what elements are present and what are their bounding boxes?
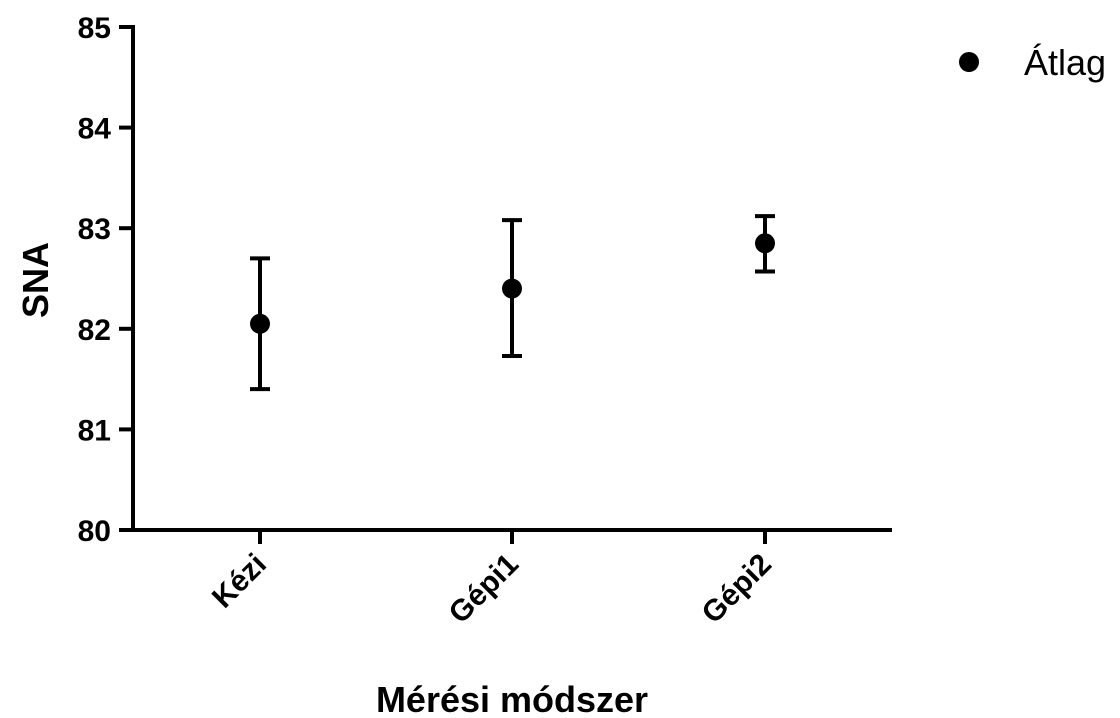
x-tick-label: Gépi2: [696, 548, 778, 630]
y-tick-label: 82: [78, 314, 111, 347]
mean-point: [755, 233, 775, 254]
x-tick-label: Kézi: [206, 548, 273, 615]
y-tick-label: 84: [78, 113, 112, 146]
y-axis-title: SNA: [15, 242, 56, 318]
y-tick-label: 85: [78, 12, 111, 45]
y-tick-label: 83: [78, 213, 111, 246]
x-axis-title: Mérési módszer: [376, 679, 648, 718]
legend-marker: [959, 52, 979, 72]
x-axis: Kézi Gépi1 Gépi2: [131, 528, 892, 630]
mean-point: [502, 278, 522, 299]
data-marks: [250, 214, 775, 392]
y-tick-label: 80: [78, 515, 111, 548]
legend: Átlag: [959, 42, 1106, 83]
y-tick-label: 81: [78, 414, 111, 447]
y-axis: 80 81 82 83 84 85: [78, 12, 135, 548]
mean-point: [250, 313, 270, 334]
x-tick-label: Gépi1: [443, 548, 525, 630]
legend-label: Átlag: [1024, 42, 1106, 83]
